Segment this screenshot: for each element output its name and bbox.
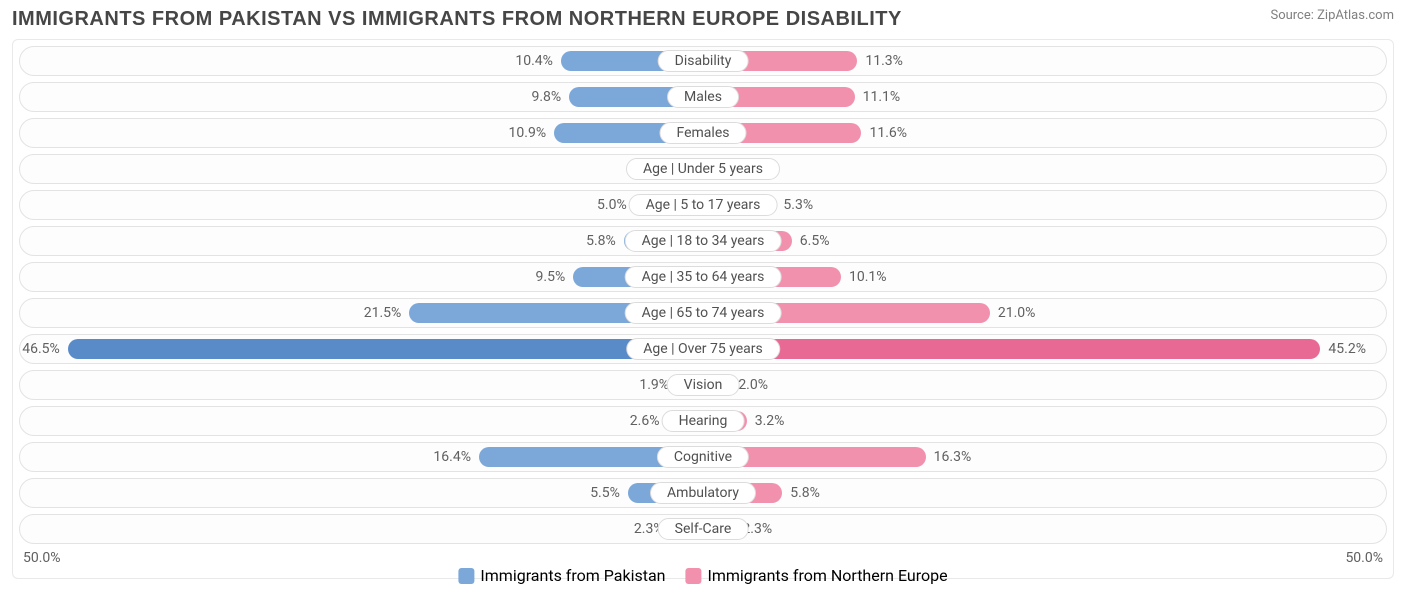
bar-right bbox=[703, 339, 1320, 359]
header: IMMIGRANTS FROM PAKISTAN VS IMMIGRANTS F… bbox=[12, 8, 1394, 31]
value-label-right: 11.6% bbox=[869, 125, 907, 141]
axis-max-left: 50.0% bbox=[19, 550, 703, 566]
row-category-label: Hearing bbox=[662, 410, 745, 432]
value-label-left: 9.8% bbox=[531, 89, 561, 105]
row-left-half: 1.9% bbox=[20, 371, 703, 399]
value-label-left: 5.8% bbox=[586, 233, 616, 249]
axis-max-right: 50.0% bbox=[703, 550, 1387, 566]
value-label-left: 10.4% bbox=[515, 53, 553, 69]
row-right-half: 5.3% bbox=[703, 191, 1386, 219]
chart-row: 1.1%1.3%Age | Under 5 years bbox=[19, 154, 1387, 184]
row-right-half: 2.3% bbox=[703, 515, 1386, 543]
legend-item-pakistan: Immigrants from Pakistan bbox=[458, 566, 665, 585]
row-left-half: 9.8% bbox=[20, 83, 703, 111]
axis-row: 50.0% 50.0% bbox=[19, 550, 1387, 566]
row-left-half: 16.4% bbox=[20, 443, 703, 471]
row-right-half: 3.2% bbox=[703, 407, 1386, 435]
chart-area: 10.4%11.3%Disability9.8%11.1%Males10.9%1… bbox=[12, 39, 1394, 579]
row-right-half: 6.5% bbox=[703, 227, 1386, 255]
value-label-left: 46.5% bbox=[22, 341, 60, 357]
chart-title: IMMIGRANTS FROM PAKISTAN VS IMMIGRANTS F… bbox=[12, 8, 902, 31]
value-label-left: 21.5% bbox=[364, 305, 402, 321]
value-label-left: 1.9% bbox=[639, 377, 669, 393]
row-category-label: Vision bbox=[667, 374, 740, 396]
row-category-label: Ambulatory bbox=[650, 482, 756, 504]
row-category-label: Age | Under 5 years bbox=[626, 158, 780, 180]
chart-row: 5.5% 5.8% Ambulatory bbox=[19, 478, 1387, 508]
rows-host: 10.4%11.3%Disability9.8%11.1%Males10.9%1… bbox=[19, 46, 1387, 544]
row-left-half: 21.5% bbox=[20, 299, 703, 327]
row-right-half: 45.2% bbox=[703, 335, 1386, 363]
row-left-half: 46.5% bbox=[20, 335, 703, 363]
value-label-right: 6.5% bbox=[800, 233, 830, 249]
value-label-right: 10.1% bbox=[849, 269, 887, 285]
row-left-half: 5.5% bbox=[20, 479, 703, 507]
row-category-label: Age | 35 to 64 years bbox=[625, 266, 782, 288]
chart-row: 46.5% 45.2% Age | Over 75 years bbox=[19, 334, 1387, 364]
row-category-label: Age | 65 to 74 years bbox=[625, 302, 782, 324]
legend-item-neurope: Immigrants from Northern Europe bbox=[685, 566, 947, 585]
chart-row: 5.8% 6.5% Age | 18 to 34 years bbox=[19, 226, 1387, 256]
value-label-left: 2.6% bbox=[630, 413, 660, 429]
row-category-label: Age | Over 75 years bbox=[626, 338, 780, 360]
row-left-half: 10.9% bbox=[20, 119, 703, 147]
value-label-right: 5.3% bbox=[783, 197, 813, 213]
chart-row: 2.6% 3.2% Hearing bbox=[19, 406, 1387, 436]
legend: Immigrants from Pakistan Immigrants from… bbox=[458, 566, 947, 585]
row-category-label: Disability bbox=[658, 50, 749, 72]
value-label-left: 5.0% bbox=[597, 197, 627, 213]
row-right-half: 10.1% bbox=[703, 263, 1386, 291]
row-category-label: Cognitive bbox=[657, 446, 749, 468]
legend-label-neurope: Immigrants from Northern Europe bbox=[707, 566, 947, 585]
value-label-right: 16.3% bbox=[934, 449, 972, 465]
row-right-half: 11.6% bbox=[703, 119, 1386, 147]
legend-swatch-neurope bbox=[685, 568, 701, 584]
row-left-half: 5.8% bbox=[20, 227, 703, 255]
value-label-right: 5.8% bbox=[790, 485, 820, 501]
chart-row: 2.3%2.3%Self-Care bbox=[19, 514, 1387, 544]
chart-row: 9.5% 10.1% Age | 35 to 64 years bbox=[19, 262, 1387, 292]
row-category-label: Age | 5 to 17 years bbox=[629, 194, 778, 216]
value-label-right: 2.0% bbox=[738, 377, 768, 393]
chart-row: 16.4% 16.3% Cognitive bbox=[19, 442, 1387, 472]
row-category-label: Self-Care bbox=[658, 518, 749, 540]
chart-row: 5.0% 5.3% Age | 5 to 17 years bbox=[19, 190, 1387, 220]
value-label-right: 21.0% bbox=[998, 305, 1036, 321]
row-category-label: Males bbox=[667, 86, 739, 108]
row-left-half: 5.0% bbox=[20, 191, 703, 219]
value-label-right: 11.1% bbox=[863, 89, 901, 105]
value-label-right: 11.3% bbox=[865, 53, 903, 69]
row-left-half: 9.5% bbox=[20, 263, 703, 291]
row-category-label: Age | 18 to 34 years bbox=[625, 230, 782, 252]
row-right-half: 11.1% bbox=[703, 83, 1386, 111]
chart-source: Source: ZipAtlas.com bbox=[1270, 8, 1394, 23]
row-right-half: 5.8% bbox=[703, 479, 1386, 507]
row-right-half: 1.3% bbox=[703, 155, 1386, 183]
chart-container: IMMIGRANTS FROM PAKISTAN VS IMMIGRANTS F… bbox=[0, 0, 1406, 591]
row-left-half: 2.3% bbox=[20, 515, 703, 543]
value-label-left: 9.5% bbox=[536, 269, 566, 285]
row-right-half: 16.3% bbox=[703, 443, 1386, 471]
legend-swatch-pakistan bbox=[458, 568, 474, 584]
row-right-half: 21.0% bbox=[703, 299, 1386, 327]
value-label-right: 3.2% bbox=[755, 413, 785, 429]
legend-label-pakistan: Immigrants from Pakistan bbox=[480, 566, 665, 585]
row-left-half: 2.6% bbox=[20, 407, 703, 435]
chart-row: 9.8% 11.1% Males bbox=[19, 82, 1387, 112]
chart-row: 10.4% 11.3% Disability bbox=[19, 46, 1387, 76]
bar-left bbox=[68, 339, 703, 359]
value-label-left: 10.9% bbox=[509, 125, 547, 141]
chart-row: 10.9% 11.6% Females bbox=[19, 118, 1387, 148]
value-label-right: 45.2% bbox=[1328, 341, 1366, 357]
row-right-half: 2.0% bbox=[703, 371, 1386, 399]
value-label-left: 5.5% bbox=[590, 485, 620, 501]
row-category-label: Females bbox=[660, 122, 747, 144]
chart-row: 21.5% 21.0% Age | 65 to 74 years bbox=[19, 298, 1387, 328]
value-label-left: 16.4% bbox=[433, 449, 471, 465]
row-left-half: 1.1% bbox=[20, 155, 703, 183]
chart-footer: 50.0% 50.0% Immigrants from Pakistan Imm… bbox=[19, 550, 1387, 574]
row-right-half: 11.3% bbox=[703, 47, 1386, 75]
chart-row: 1.9% 2.0%Vision bbox=[19, 370, 1387, 400]
row-left-half: 10.4% bbox=[20, 47, 703, 75]
